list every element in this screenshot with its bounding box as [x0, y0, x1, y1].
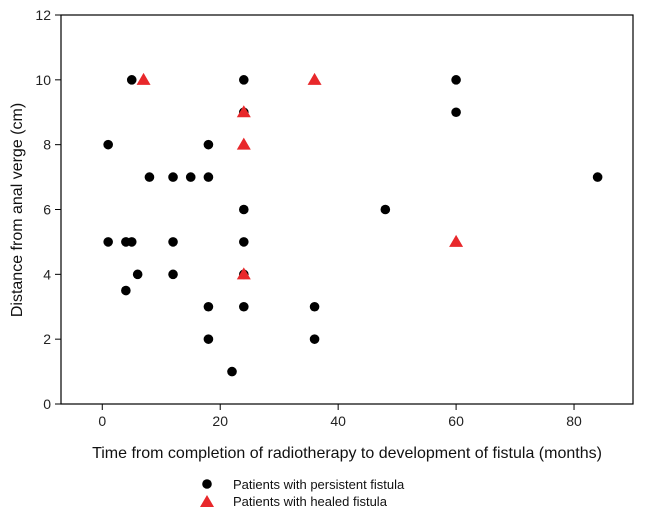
- persistent-point-24: [310, 334, 320, 344]
- persistent-point-10: [168, 270, 178, 280]
- persistent-point-23: [310, 302, 320, 312]
- legend-label-healed: Patients with healed fistula: [233, 494, 388, 509]
- healed-point-2: [237, 138, 251, 150]
- data-points: [103, 73, 602, 377]
- y-tick-label-6: 6: [43, 202, 51, 218]
- persistent-point-11: [186, 172, 196, 182]
- y-tick-label-0: 0: [43, 396, 51, 412]
- persistent-point-1: [103, 237, 113, 247]
- x-axis-title: Time from completion of radiotherapy to …: [92, 445, 602, 462]
- persistent-point-13: [204, 172, 214, 182]
- legend-marker-persistent: [202, 479, 212, 489]
- legend-marker-healed: [200, 495, 214, 507]
- persistent-point-20: [239, 237, 249, 247]
- persistent-point-15: [204, 334, 214, 344]
- persistent-point-12: [204, 140, 214, 150]
- legend: Patients with persistent fistula Patient…: [200, 477, 405, 509]
- y-tick-label-12: 12: [35, 7, 51, 23]
- persistent-point-9: [168, 237, 178, 247]
- persistent-point-7: [145, 172, 155, 182]
- healed-point-0: [137, 73, 151, 85]
- y-tick-label-2: 2: [43, 331, 51, 347]
- persistent-point-14: [204, 302, 214, 312]
- persistent-point-22: [239, 302, 249, 312]
- y-axis-title: Distance from anal verge (cm): [9, 103, 26, 317]
- healed-point-1: [237, 105, 251, 117]
- persistent-point-6: [133, 270, 143, 280]
- healed-point-5: [449, 235, 463, 247]
- healed-point-3: [237, 267, 251, 279]
- healed-point-4: [308, 73, 322, 85]
- y-tick-label-4: 4: [43, 266, 51, 282]
- x-tick-label-20: 20: [212, 413, 228, 429]
- persistent-point-19: [239, 205, 249, 215]
- legend-label-persistent: Patients with persistent fistula: [233, 477, 405, 492]
- axis-ticks: 0 20 40 60 80 0 2 4 6 8 10 12: [35, 7, 582, 429]
- x-tick-label-80: 80: [566, 413, 582, 429]
- persistent-point-0: [103, 140, 113, 150]
- x-tick-label-40: 40: [330, 413, 346, 429]
- x-tick-label-60: 60: [448, 413, 464, 429]
- persistent-point-26: [451, 75, 461, 85]
- persistent-point-8: [168, 172, 178, 182]
- persistent-point-27: [451, 107, 461, 117]
- x-tick-label-0: 0: [98, 413, 106, 429]
- persistent-point-25: [381, 205, 391, 215]
- y-tick-label-10: 10: [35, 72, 51, 88]
- persistent-point-3: [121, 286, 131, 296]
- persistent-point-28: [593, 172, 603, 182]
- plot-frame: [61, 15, 633, 404]
- persistent-point-16: [227, 367, 237, 377]
- y-tick-label-8: 8: [43, 137, 51, 153]
- persistent-point-17: [239, 75, 249, 85]
- persistent-point-5: [127, 237, 137, 247]
- persistent-point-4: [127, 75, 137, 85]
